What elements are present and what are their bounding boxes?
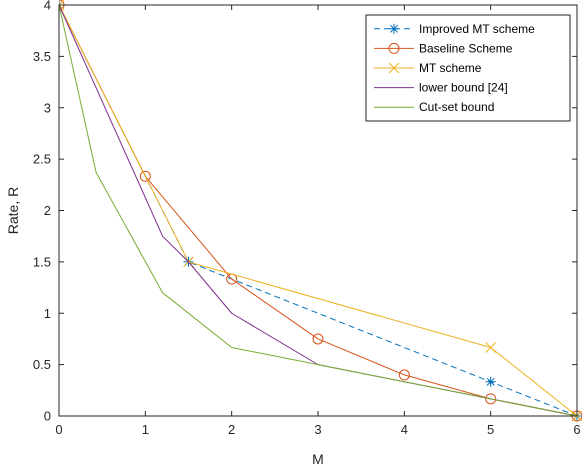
legend: Improved MT scheme Baseline Scheme MT sche… <box>365 14 571 122</box>
y-tick-label: 1.5 <box>33 254 51 269</box>
y-tick-label: 3.5 <box>33 49 51 64</box>
legend-label: Baseline Scheme <box>419 41 513 55</box>
x-tick-label: 1 <box>142 422 149 437</box>
x-tick-label: 0 <box>55 422 62 437</box>
series-line-4 <box>59 4 578 417</box>
axes-layer: 0 1 2 3 4 5 6 0 0.5 1 1.5 2 2.5 3 3.5 4 <box>33 0 581 437</box>
y-tick-label: 3 <box>44 100 51 115</box>
y-axis-label: Rate, R <box>5 187 21 234</box>
legend-label: Cut-set bound <box>419 100 494 114</box>
x-tick-label: 6 <box>573 422 580 437</box>
x-tick-label: 5 <box>487 422 494 437</box>
y-tick-label: 2.5 <box>33 152 51 167</box>
legend-marker-0 <box>389 23 399 34</box>
x-axis-label: M <box>312 451 324 467</box>
series-1-point-4 <box>398 369 410 381</box>
x-tick-label: 4 <box>401 422 408 437</box>
series-line-2 <box>59 4 578 417</box>
series-2-point-2 <box>485 342 497 353</box>
legend-marker-1 <box>388 42 400 54</box>
series-0-point-2 <box>485 376 496 387</box>
series-2-point-0 <box>59 0 65 11</box>
series-1-point-5 <box>485 393 497 405</box>
y-tick-label: 1 <box>44 306 51 321</box>
x-tick-label: 3 <box>314 422 321 437</box>
y-tick-label: 4 <box>44 0 51 13</box>
legend-label: lower bound [24] <box>419 81 508 95</box>
y-tick-label: 0.5 <box>33 357 51 372</box>
legend-label: MT scheme <box>419 61 482 75</box>
y-tick-label: 0 <box>44 409 51 424</box>
series-1-point-1 <box>139 170 151 182</box>
x-tick-label: 2 <box>228 422 235 437</box>
y-tick-label: 2 <box>44 203 51 218</box>
legend-marker-2 <box>388 62 400 74</box>
series-1-point-3 <box>312 333 324 345</box>
legend-label: Improved MT scheme <box>419 22 535 36</box>
